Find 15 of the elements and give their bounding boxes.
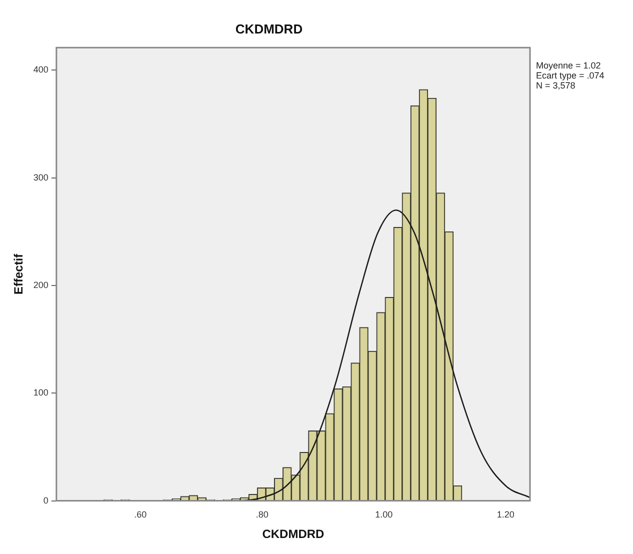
text: N = 3,578 <box>536 80 576 91</box>
y-tick-label: 100 <box>33 388 48 398</box>
y-tick-label: 0 <box>43 495 48 506</box>
text: Ecart type = .074 <box>536 70 604 81</box>
x-tick-label: .80 <box>256 510 268 520</box>
y-tick-label: 400 <box>33 64 48 75</box>
y-axis-title: Effectif <box>12 252 26 295</box>
y-tick-label: 300 <box>33 172 48 182</box>
x-tick-label: 1.00 <box>375 510 393 520</box>
text: Moyenne = 1.02 <box>536 60 601 71</box>
x-tick-label: .60 <box>134 510 147 520</box>
y-tick-label: 200 <box>33 280 48 290</box>
chart-title: CKDMDRD <box>235 21 303 36</box>
x-tick-label: 1.20 <box>496 510 514 520</box>
x-axis-title: CKDMDRD <box>262 527 325 542</box>
